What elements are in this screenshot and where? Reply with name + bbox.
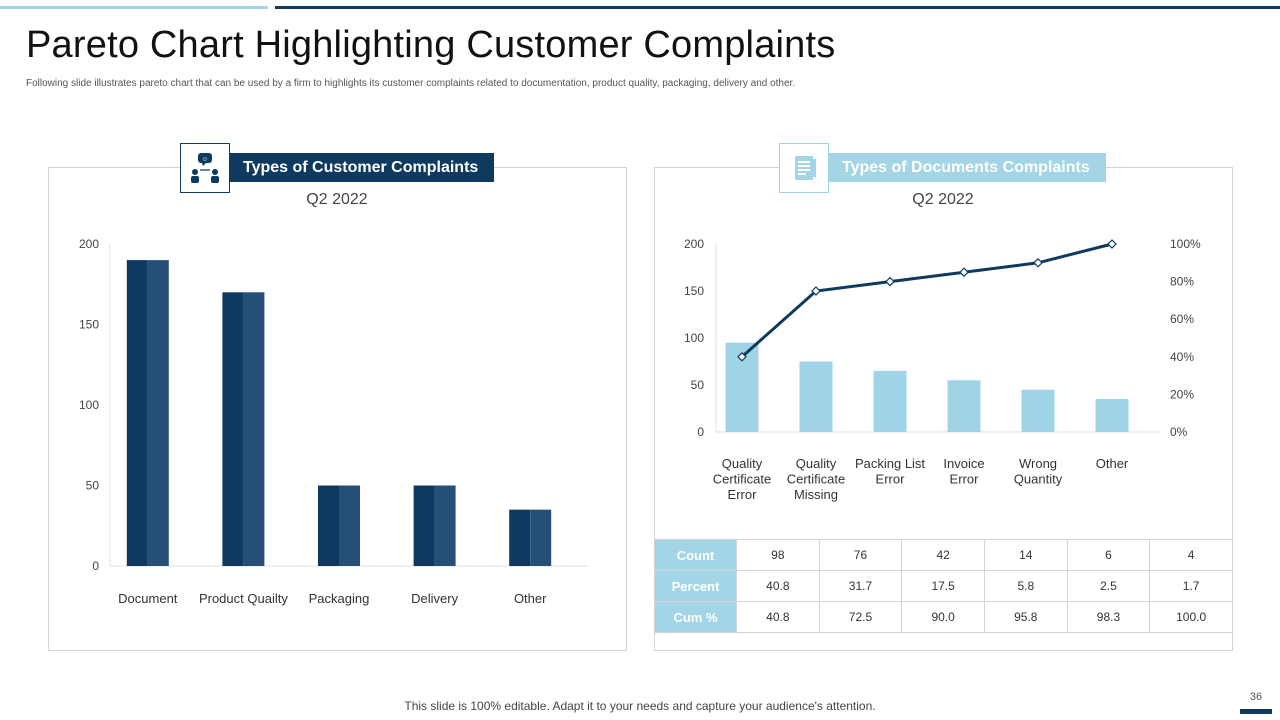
y-tick-label: 100 xyxy=(79,398,99,412)
table-cell: 2.5 xyxy=(1066,570,1151,602)
x-tick-label: Certificate xyxy=(787,472,846,487)
bar-highlight xyxy=(530,509,552,566)
x-tick-label: Other xyxy=(1096,456,1129,471)
y2-tick-label: 80% xyxy=(1170,275,1194,289)
pareto-data-table: Count 98 76 42 14 6 4 Percent 40.8 31.7 … xyxy=(654,539,1233,633)
table-cell: 6 xyxy=(1066,539,1151,571)
bar xyxy=(799,361,833,432)
bar xyxy=(126,260,148,566)
top-accent-bar-light xyxy=(0,6,268,9)
y-tick-label: 100 xyxy=(684,331,704,345)
table-cell: 31.7 xyxy=(818,570,903,602)
x-tick-label: Document xyxy=(118,591,178,606)
row-header: Cum % xyxy=(654,601,737,633)
y-tick-label: 200 xyxy=(684,237,704,251)
x-tick-label: Product Quailty xyxy=(199,591,288,606)
table-cell: 72.5 xyxy=(818,601,903,633)
x-tick-label: Packing List xyxy=(855,456,925,471)
x-tick-label: Error xyxy=(876,472,906,487)
svg-text:☺: ☺ xyxy=(201,156,208,163)
x-tick-label: Error xyxy=(728,487,758,502)
cumulative-point xyxy=(811,286,821,296)
customer-complaints-label: Types of Customer Complaints xyxy=(230,153,494,182)
bar xyxy=(509,509,531,566)
cumulative-point xyxy=(737,351,747,362)
x-tick-label: Wrong xyxy=(1019,456,1057,471)
cumulative-point xyxy=(885,276,895,287)
table-cell: 90.0 xyxy=(901,601,985,633)
cumulative-point xyxy=(1033,257,1043,268)
table-cell: 98.3 xyxy=(1066,601,1151,633)
table-cell: 5.8 xyxy=(983,570,1068,602)
x-tick-label: Other xyxy=(514,591,547,606)
y2-tick-label: 20% xyxy=(1170,387,1194,401)
x-tick-label: Invoice xyxy=(943,456,984,471)
table-cell: 4 xyxy=(1149,539,1233,571)
top-accent-bar-dark xyxy=(275,6,1280,9)
table-cell: 95.8 xyxy=(983,601,1068,633)
chart-title: Q2 2022 xyxy=(912,191,973,208)
x-tick-label: Quantity xyxy=(1014,472,1063,487)
bar xyxy=(413,485,435,566)
bar xyxy=(318,485,339,566)
bar-highlight xyxy=(147,260,169,566)
table-cell: 98 xyxy=(736,539,820,571)
page-title: Pareto Chart Highlighting Customer Compl… xyxy=(26,24,836,66)
x-tick-label: Missing xyxy=(794,487,838,502)
y-tick-label: 50 xyxy=(691,378,705,392)
x-tick-label: Certificate xyxy=(713,472,772,487)
y-tick-label: 150 xyxy=(79,318,99,332)
chart-title: Q2 2022 xyxy=(306,191,367,208)
table-cell: 76 xyxy=(818,539,903,571)
row-header: Count xyxy=(654,539,737,571)
table-row: Cum % 40.8 72.5 90.0 95.8 98.3 100.0 xyxy=(654,601,1233,633)
x-tick-label: Quality xyxy=(796,456,837,471)
x-tick-label: Packaging xyxy=(309,591,370,606)
bar xyxy=(222,292,244,566)
cumulative-line xyxy=(741,242,1113,358)
y-tick-label: 0 xyxy=(92,559,99,573)
page-subtitle: Following slide illustrates pareto chart… xyxy=(26,78,796,89)
bar-highlight xyxy=(339,485,360,566)
page-number-bar xyxy=(1240,709,1272,714)
y2-tick-label: 0% xyxy=(1170,425,1188,439)
document-list-icon xyxy=(779,143,829,193)
row-header: Percent xyxy=(654,570,737,602)
table-cell: 14 xyxy=(983,539,1068,571)
y-tick-label: 150 xyxy=(684,284,704,298)
y2-tick-label: 40% xyxy=(1170,350,1194,364)
table-cell: 42 xyxy=(901,539,985,571)
y2-tick-label: 100% xyxy=(1170,237,1201,251)
cumulative-point xyxy=(959,267,969,278)
y2-tick-label: 60% xyxy=(1170,312,1194,326)
bar xyxy=(873,370,907,432)
bar xyxy=(947,380,981,432)
customer-service-icon: ☺ xyxy=(180,143,230,193)
table-row: Count 98 76 42 14 6 4 xyxy=(654,539,1233,571)
table-cell: 17.5 xyxy=(901,570,985,602)
cumulative-point xyxy=(1107,239,1117,249)
footer-note: This slide is 100% editable. Adapt it to… xyxy=(404,699,876,713)
table-cell: 40.8 xyxy=(736,570,820,602)
y-tick-label: 0 xyxy=(697,425,704,439)
bar xyxy=(1095,399,1129,432)
document-complaints-label: Types of Documents Complaints xyxy=(829,153,1106,182)
table-row: Percent 40.8 31.7 17.5 5.8 2.5 1.7 xyxy=(654,570,1233,602)
page-number: 36 xyxy=(1249,691,1263,703)
x-tick-label: Delivery xyxy=(411,591,458,606)
table-cell: 1.7 xyxy=(1149,570,1233,602)
bar-highlight xyxy=(243,292,265,566)
y-tick-label: 200 xyxy=(79,237,99,251)
y-tick-label: 50 xyxy=(86,479,100,493)
bar xyxy=(1021,389,1055,432)
bar-highlight xyxy=(434,485,456,566)
table-cell: 100.0 xyxy=(1149,601,1233,633)
x-tick-label: Error xyxy=(950,472,980,487)
table-cell: 40.8 xyxy=(736,601,820,633)
x-tick-label: Quality xyxy=(722,456,763,471)
